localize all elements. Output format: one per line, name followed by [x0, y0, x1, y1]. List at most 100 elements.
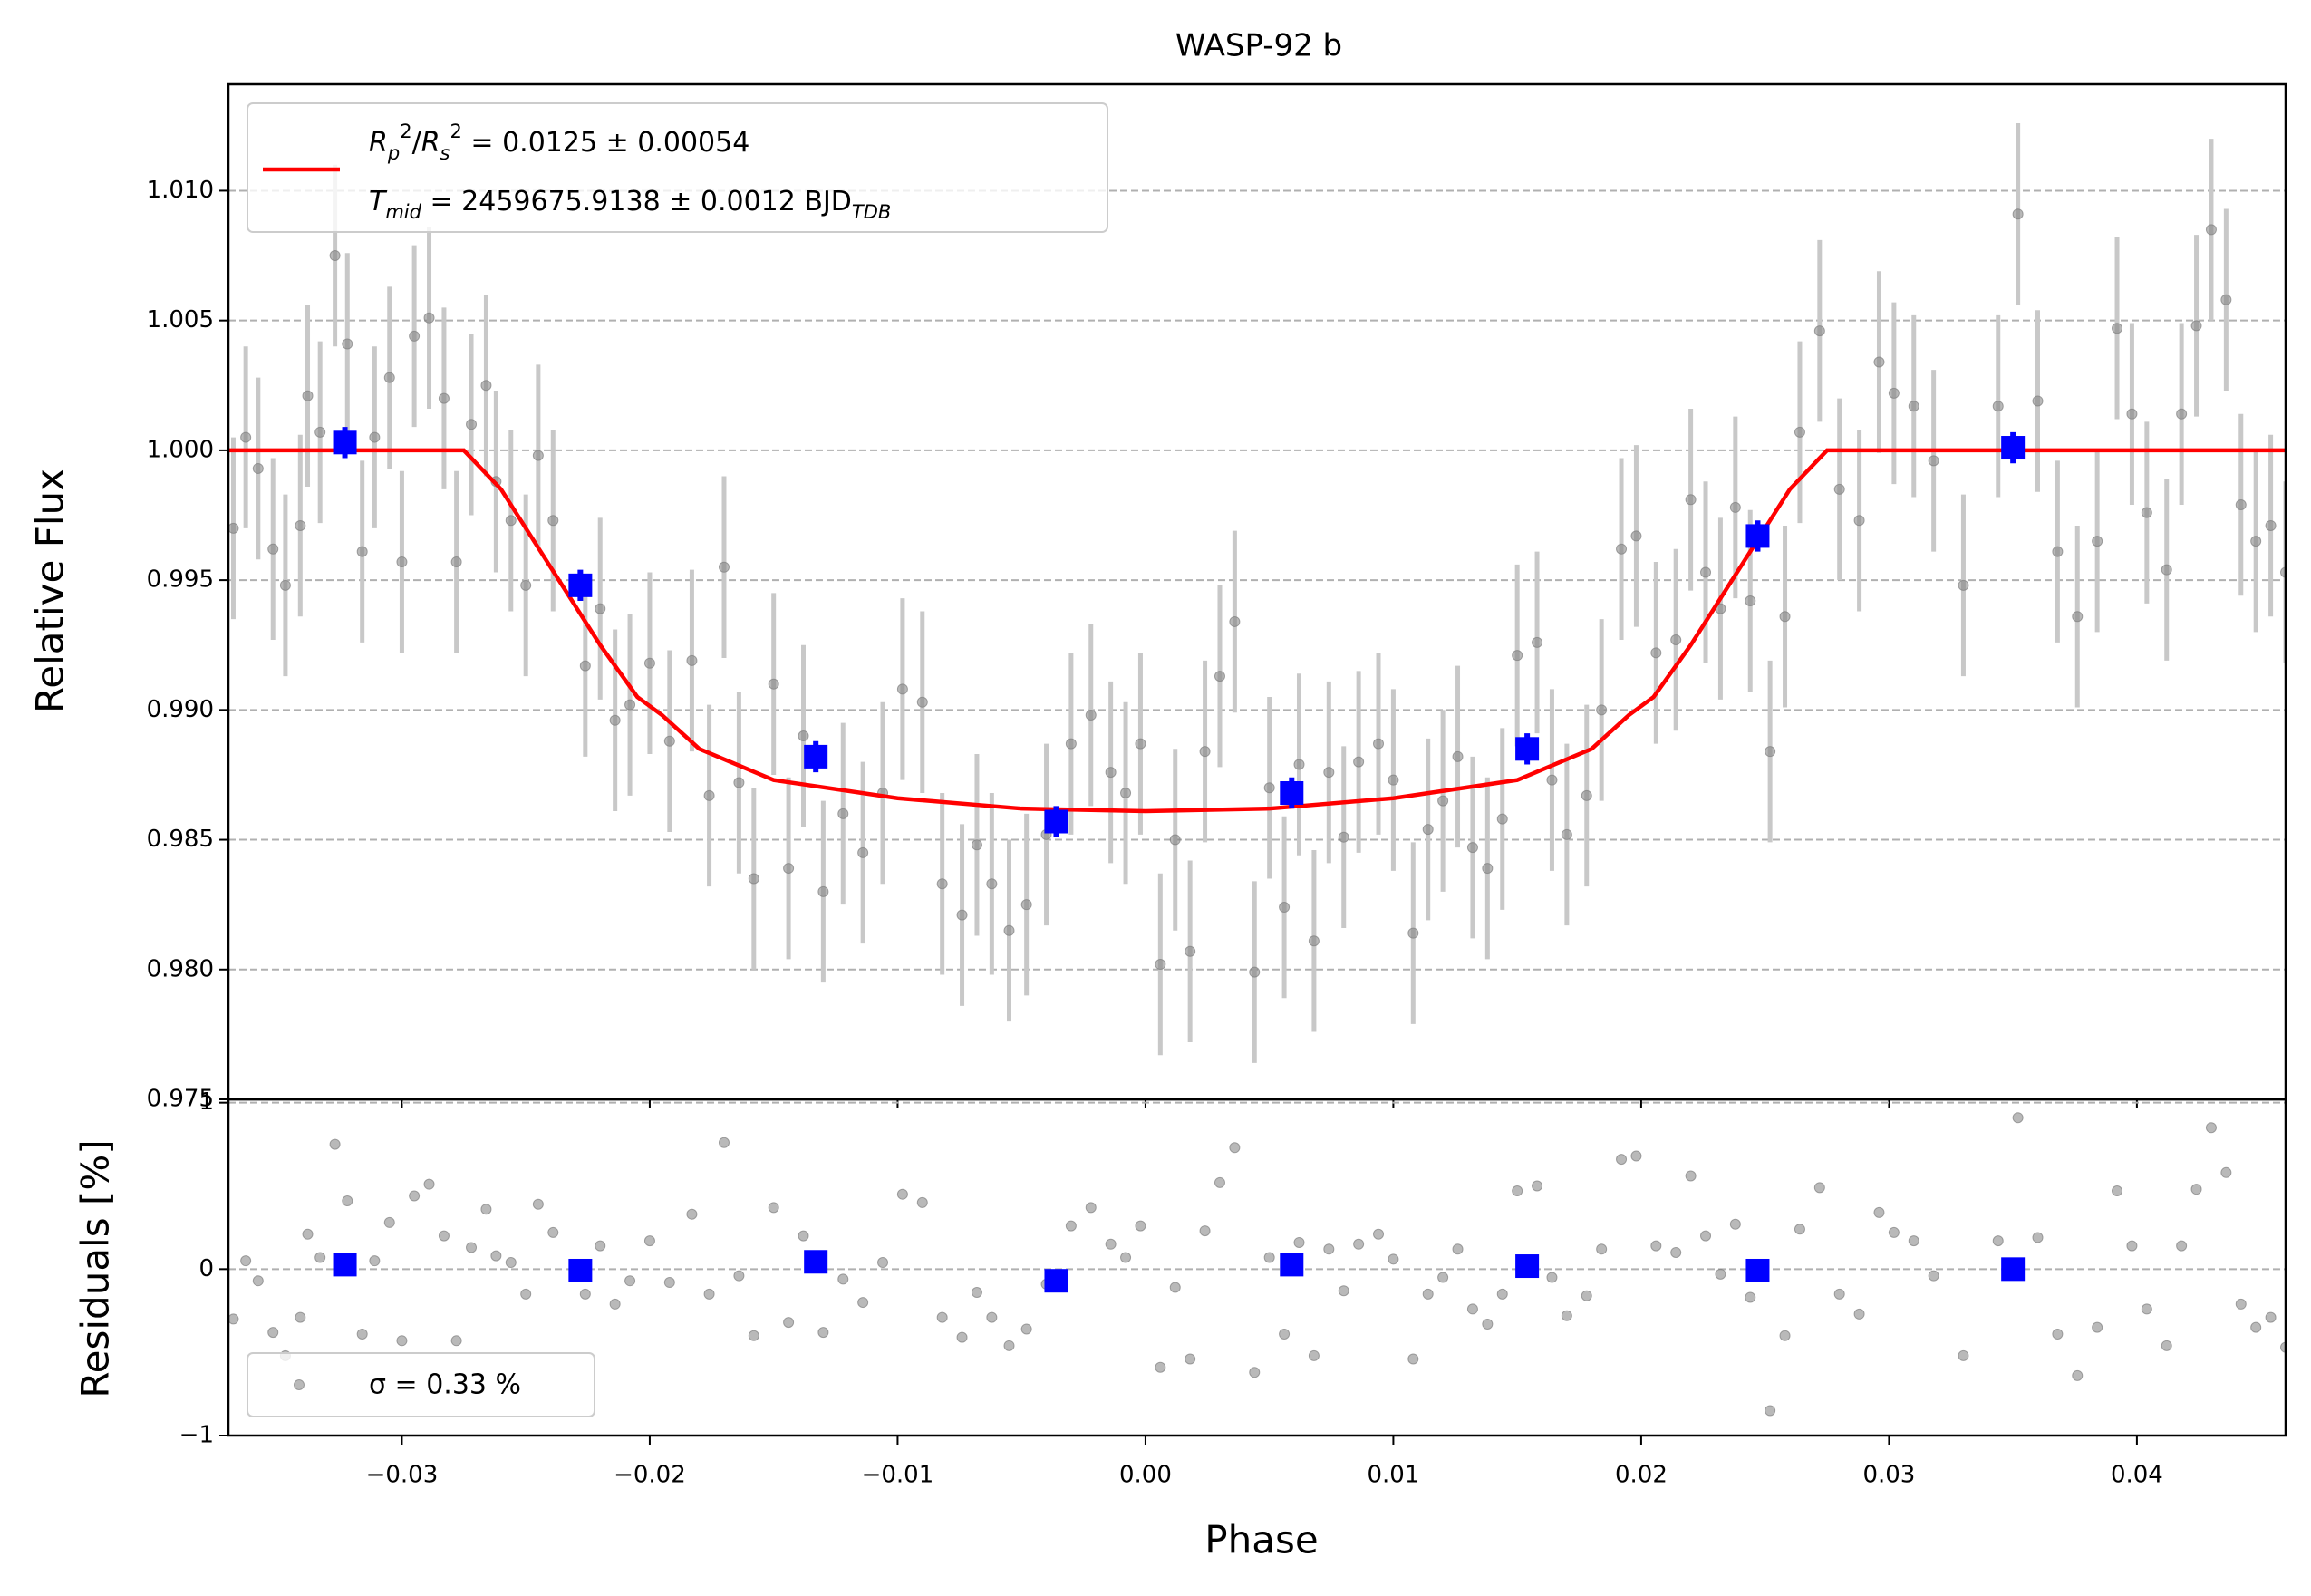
- legend-label: σ = 0.33 %: [369, 1369, 521, 1401]
- data-point: [1229, 1142, 1241, 1154]
- x-tick-label: 0.03: [1862, 1462, 1915, 1489]
- legend-label-part: T: [369, 186, 388, 218]
- data-point: [1928, 1270, 1939, 1282]
- data-point: [1729, 501, 1741, 513]
- y-tick-label: −1: [179, 1422, 214, 1449]
- data-point: [703, 1288, 715, 1300]
- binned-point: [1044, 1269, 1068, 1293]
- data-point: [2205, 1122, 2217, 1134]
- legend-label-part: mid: [385, 201, 421, 223]
- data-point: [1020, 899, 1032, 911]
- data-point: [663, 735, 675, 747]
- data-point: [1263, 782, 1275, 794]
- data-point: [2072, 611, 2084, 623]
- data-point: [896, 683, 908, 695]
- data-point: [1908, 401, 1919, 412]
- data-point: [240, 1255, 252, 1267]
- data-point: [1338, 831, 1349, 843]
- legend-box: [247, 102, 1108, 233]
- legend-label-part: 2: [450, 121, 462, 142]
- data-point: [2112, 1185, 2123, 1197]
- data-point: [733, 1270, 745, 1282]
- data-point: [1308, 935, 1320, 947]
- data-point: [1293, 1236, 1305, 1248]
- y-axis-label: Residuals [%]: [73, 1139, 118, 1398]
- data-point: [686, 1208, 698, 1220]
- data-point: [1532, 1180, 1543, 1192]
- data-point: [817, 885, 829, 897]
- binned-point: [1515, 737, 1540, 761]
- data-point: [1745, 1291, 1756, 1303]
- data-point: [1185, 1353, 1196, 1365]
- data-point: [624, 699, 636, 711]
- data-point: [1388, 774, 1399, 786]
- data-point: [1437, 1272, 1449, 1283]
- data-point: [1199, 746, 1211, 758]
- data-point: [936, 878, 948, 890]
- data-point: [2126, 1240, 2138, 1252]
- data-point: [1765, 1405, 1776, 1417]
- data-point: [1199, 1225, 1211, 1237]
- data-point: [1958, 579, 1969, 591]
- data-point: [450, 556, 462, 568]
- legend-label-part: R: [369, 127, 388, 159]
- model-line: [228, 448, 2286, 814]
- y-tick-label: 1.005: [147, 306, 214, 334]
- legend-label-part: = 0.0125 ± 0.00054: [462, 127, 749, 159]
- data-point: [609, 1298, 621, 1310]
- data-point: [718, 561, 730, 573]
- data-point: [1630, 530, 1642, 542]
- legend-label-part: R: [421, 127, 440, 159]
- data-point: [768, 1202, 779, 1214]
- data-point: [783, 1317, 795, 1329]
- x-axis-label: Phase: [1204, 1518, 1318, 1562]
- data-point: [314, 426, 326, 438]
- data-point: [1888, 1226, 1900, 1238]
- data-point: [643, 657, 655, 669]
- data-point: [1596, 704, 1608, 716]
- data-point: [2190, 320, 2202, 332]
- data-point: [329, 1138, 341, 1150]
- data-point: [240, 431, 252, 443]
- data-point: [1729, 1218, 1741, 1230]
- binned-point: [1044, 809, 1068, 834]
- data-point: [2250, 1321, 2262, 1333]
- data-point: [1020, 1323, 1032, 1335]
- data-point: [267, 543, 279, 555]
- data-point: [1794, 426, 1805, 438]
- binned-point: [1745, 1258, 1770, 1282]
- data-point: [1407, 1353, 1419, 1365]
- data-point: [2176, 1240, 2188, 1252]
- data-point: [783, 863, 795, 875]
- data-point: [1596, 1243, 1608, 1255]
- binned-point: [2001, 436, 2026, 460]
- chart-title: WASP-92 b: [1175, 28, 1342, 64]
- data-point: [490, 1250, 502, 1262]
- y-tick-label: 0.985: [147, 826, 214, 853]
- data-point: [342, 1195, 353, 1207]
- data-point: [267, 1327, 279, 1339]
- data-point: [595, 603, 606, 614]
- data-point: [971, 1287, 982, 1299]
- data-point: [2176, 408, 2188, 420]
- data-point: [2092, 1321, 2103, 1333]
- data-point: [1546, 774, 1558, 786]
- data-point: [228, 522, 239, 534]
- data-point: [438, 392, 450, 404]
- data-point: [302, 1228, 314, 1240]
- data-point: [1466, 1303, 1478, 1315]
- data-point: [1120, 1252, 1132, 1263]
- data-point: [279, 579, 291, 591]
- data-point: [768, 678, 779, 690]
- data-point: [505, 515, 517, 527]
- data-point: [1496, 1288, 1508, 1300]
- data-point: [1546, 1272, 1558, 1283]
- legend-label: Rp2/Rs2 = 0.0125 ± 0.00054: [369, 121, 749, 164]
- data-point: [1249, 966, 1261, 978]
- data-point: [733, 777, 745, 788]
- data-point: [383, 1216, 395, 1228]
- data-point: [2235, 1298, 2247, 1310]
- data-point: [1422, 1288, 1434, 1300]
- data-point: [798, 1230, 809, 1242]
- data-point: [1353, 756, 1365, 768]
